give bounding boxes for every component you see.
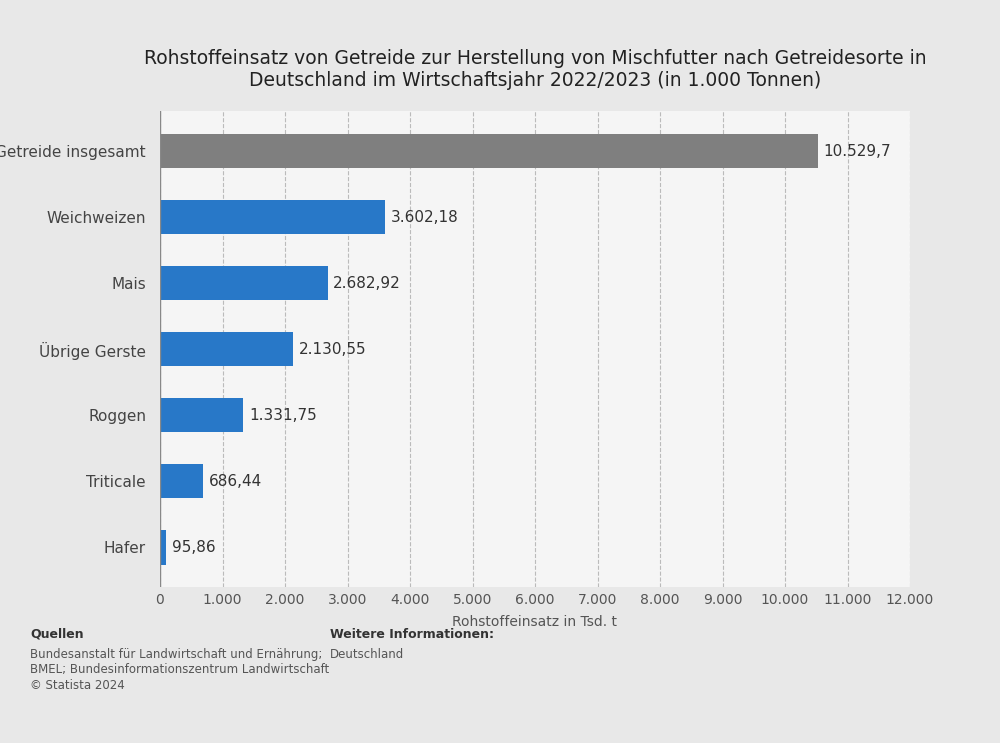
X-axis label: Rohstoffeinsatz in Tsd. t: Rohstoffeinsatz in Tsd. t [452,615,618,629]
Text: 10.529,7: 10.529,7 [824,143,891,158]
Bar [160,332,293,366]
Text: 686,44: 686,44 [209,474,262,489]
Bar [160,464,203,499]
Text: Bundesanstalt für Landwirtschaft und Ernährung;: Bundesanstalt für Landwirtschaft und Ern… [30,648,322,661]
Text: 95,86: 95,86 [172,540,215,555]
Text: 1.331,75: 1.331,75 [249,408,317,423]
Text: 3.602,18: 3.602,18 [391,210,459,224]
Text: Weitere Informationen:: Weitere Informationen: [330,628,494,640]
Text: 2.130,55: 2.130,55 [299,342,366,357]
Text: 2.682,92: 2.682,92 [333,276,401,291]
Title: Rohstoffeinsatz von Getreide zur Herstellung von Mischfutter nach Getreidesorte : Rohstoffeinsatz von Getreide zur Herstel… [144,50,926,91]
Bar [160,134,818,168]
Bar [160,266,328,300]
Text: BMEL; Bundesinformationszentrum Landwirtschaft: BMEL; Bundesinformationszentrum Landwirt… [30,663,329,676]
Bar [160,531,166,565]
Text: © Statista 2024: © Statista 2024 [30,679,125,692]
Text: Deutschland: Deutschland [330,648,404,661]
Bar [160,200,385,234]
Text: Quellen: Quellen [30,628,84,640]
Bar [160,398,243,432]
